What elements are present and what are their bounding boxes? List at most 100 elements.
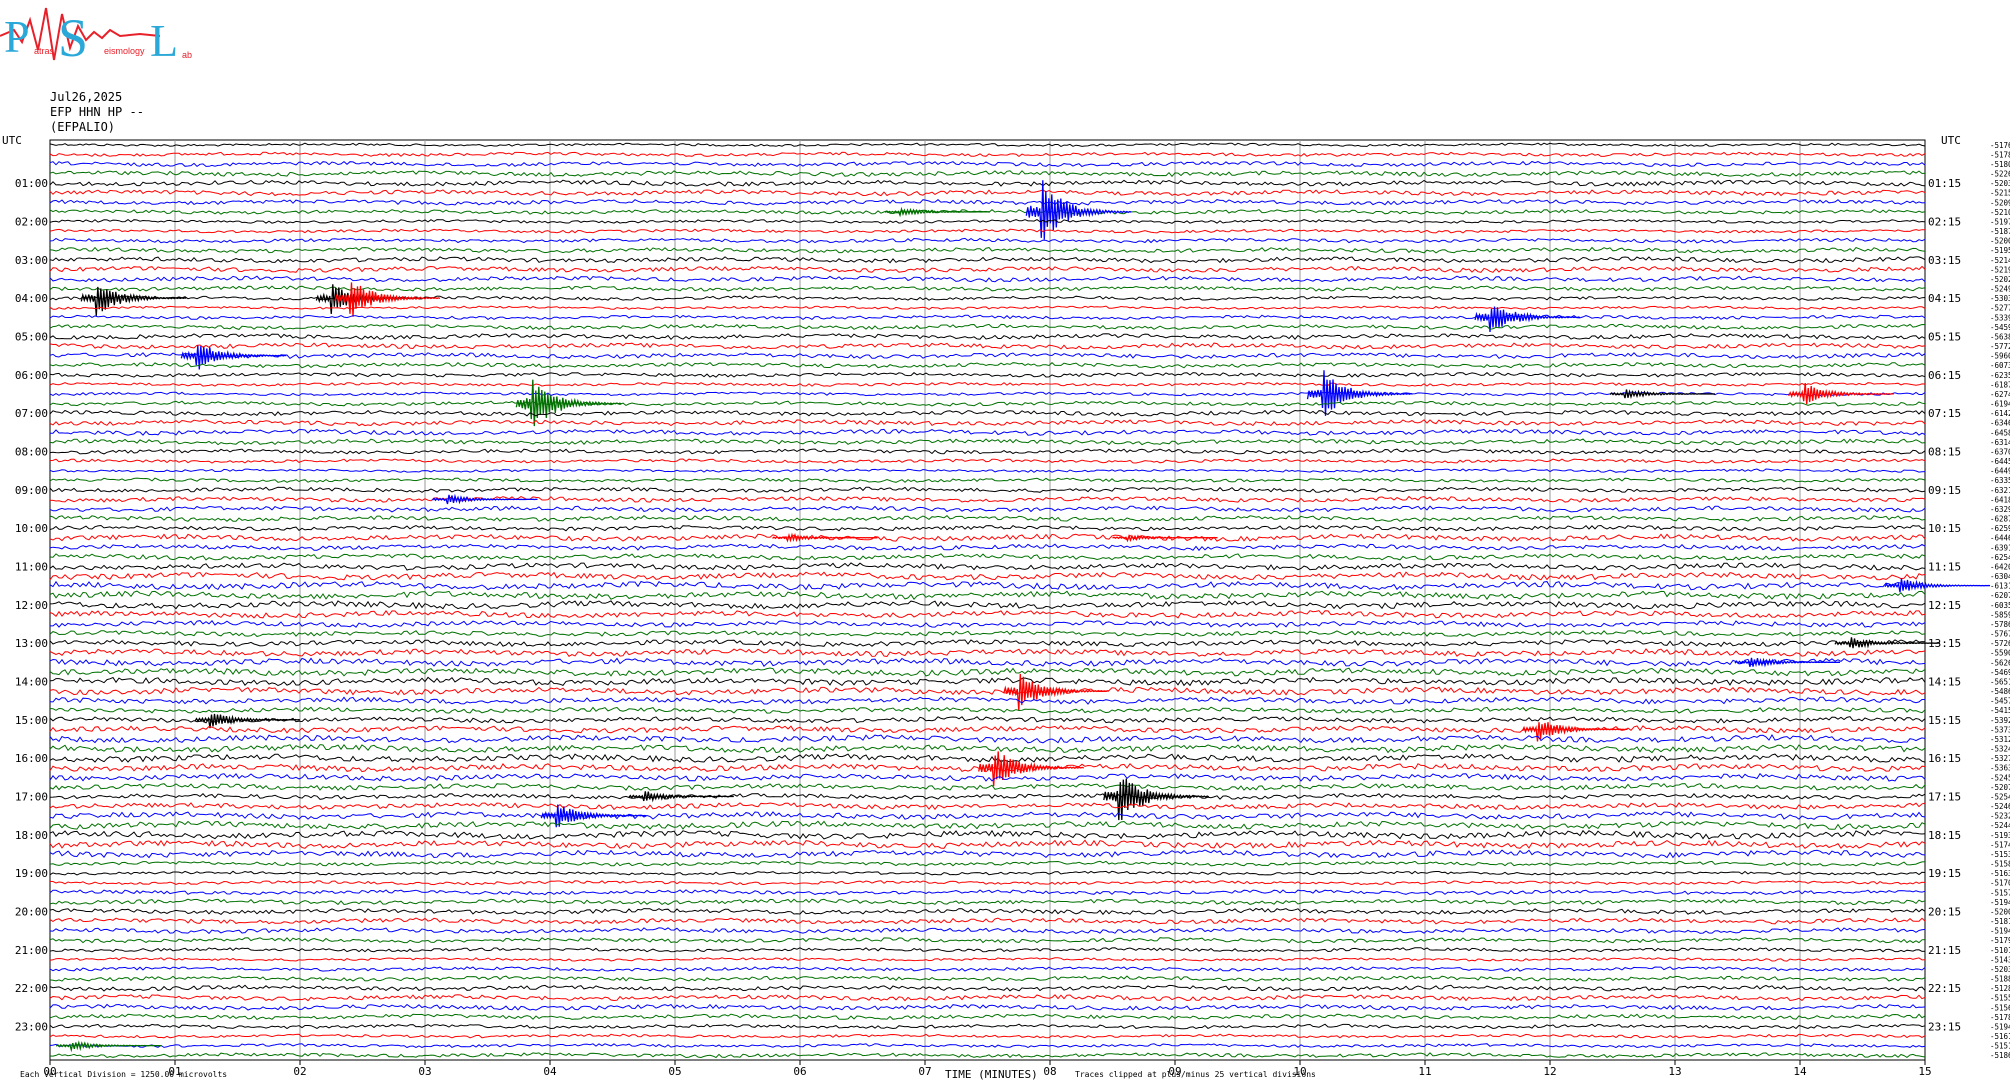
event-burst — [978, 751, 1085, 787]
trace-line — [49, 734, 1926, 744]
event-burst — [540, 804, 647, 828]
event-burst — [1734, 657, 1841, 668]
x-tick-label: 04 — [543, 1065, 557, 1078]
trace-line — [49, 265, 1926, 273]
hour-label-right: 15:15 — [1928, 714, 1961, 727]
psl-logo: P S L atras eismology ab — [0, 7, 192, 68]
trace-line — [49, 580, 1926, 591]
trace-line — [49, 458, 1926, 464]
trace-line — [49, 562, 1926, 571]
x-tick-label: 12 — [1543, 1065, 1556, 1078]
x-tick-label: 07 — [918, 1065, 931, 1078]
hour-label-right: 14:15 — [1928, 675, 1961, 688]
hour-label-right: 07:15 — [1928, 407, 1961, 420]
trace-line — [50, 620, 1926, 628]
trace-offset-label: -5786 — [1990, 620, 2010, 629]
trace-offset-label: -5214 — [1990, 256, 2010, 265]
trace-offset-label: -5151 — [1990, 1042, 2010, 1051]
trace-offset-label: -6391 — [1990, 543, 2010, 552]
trace-line — [49, 657, 1926, 667]
trace-line — [49, 228, 1926, 234]
trace-offset-label: -6446 — [1990, 534, 2010, 543]
trace-line — [49, 372, 1926, 378]
trace-offset-label: -5197 — [1990, 217, 2010, 226]
trace-line — [49, 409, 1926, 417]
trace-line — [49, 553, 1926, 561]
trace-line — [49, 630, 1926, 637]
trace-line — [49, 763, 1926, 773]
trace-line — [49, 438, 1926, 446]
trace-offset-label: -6259 — [1990, 524, 2010, 533]
trace-offset-label: -5194 — [1990, 898, 2010, 907]
hour-label-left: 03:00 — [15, 254, 48, 267]
hour-label-right: 19:15 — [1928, 867, 1961, 880]
trace-line — [49, 295, 1926, 301]
hour-label-right: 13:15 — [1928, 637, 1961, 650]
footer-scale-note: Each Vertical Division = 1250.00 microvo… — [20, 1070, 227, 1079]
trace-line — [49, 927, 1926, 935]
hour-label-left: 10:00 — [15, 522, 48, 535]
hour-label-right: 22:15 — [1928, 982, 1961, 995]
trace-offset-label: -5277 — [1990, 304, 2010, 313]
trace-offset-label: -5960 — [1990, 352, 2010, 361]
event-burst — [515, 379, 622, 427]
trace-offset-label: -6445 — [1990, 457, 2010, 466]
trace-line — [49, 880, 1926, 886]
event-burst — [1609, 389, 1716, 400]
event-burst — [1834, 637, 1941, 649]
trace-line — [49, 667, 1926, 677]
trace-offset-label: -5179 — [1990, 936, 2010, 945]
trace-offset-label: -5651 — [1990, 677, 2010, 686]
trace-offset-label: -6131 — [1990, 582, 2010, 591]
x-tick-label: 03 — [418, 1065, 431, 1078]
trace-offset-label: -5312 — [1990, 735, 2010, 744]
hour-label-right: 03:15 — [1928, 254, 1961, 267]
hour-label-right: 01:15 — [1928, 177, 1961, 190]
hour-label-left: 14:00 — [15, 675, 48, 688]
hour-label-left: 16:00 — [15, 752, 48, 765]
hour-label-left: 21:00 — [15, 944, 48, 957]
trace-offset-label: -6335 — [1990, 476, 2010, 485]
trace-line — [49, 314, 1926, 321]
trace-line — [49, 1013, 1926, 1021]
trace-offset-label: -5153 — [1990, 850, 2010, 859]
trace-offset-label: -5186 — [1990, 1051, 2010, 1060]
trace-offset-label: -6418 — [1990, 495, 2010, 504]
trace-line — [49, 237, 1926, 244]
trace-line — [49, 151, 1926, 158]
trace-offset-label: -5180 — [1990, 160, 2010, 169]
trace-offset-label: -5155 — [1990, 994, 2010, 1003]
trace-offset-label: -5163 — [1990, 869, 2010, 878]
trace-line — [49, 686, 1926, 696]
trace-line — [49, 994, 1926, 1002]
trace-line — [49, 639, 1926, 648]
trace-offset-label: -6187 — [1990, 380, 2010, 389]
trace-offset-label: -5226 — [1990, 170, 2010, 179]
x-tick-label: 00 — [43, 1065, 56, 1078]
trace-offset-label: -6035 — [1990, 601, 2010, 610]
trace-offset-label: -5392 — [1990, 716, 2010, 725]
trace-line — [49, 275, 1926, 283]
hour-label-left: 09:00 — [15, 484, 48, 497]
trace-line — [49, 468, 1926, 473]
trace-offset-label: -6329 — [1990, 505, 2010, 514]
trace-offset-label: -5210 — [1990, 208, 2010, 217]
trace-offset-label: -6420 — [1990, 562, 2010, 571]
trace-line — [49, 716, 1926, 724]
trace-offset-label: -5457 — [1990, 697, 2010, 706]
logo-small-1: atras — [34, 46, 55, 56]
trace-line — [49, 839, 1926, 850]
header-info: Jul26,2025 EFP HHN HP -- (EFPALIO) — [50, 90, 144, 135]
trace-offset-label: -5187 — [1990, 227, 2010, 236]
footer-clip-note: Traces clipped at plus/minus 25 vertical… — [1075, 1070, 1316, 1079]
trace-line — [49, 937, 1926, 944]
trace-offset-label: -6142 — [1990, 409, 2010, 418]
trace-offset-label: -6254 — [1990, 553, 2010, 562]
trace-line — [49, 829, 1926, 840]
trace-offset-label: -5767 — [1990, 630, 2010, 639]
trace-offset-label: -5156 — [1990, 1003, 2010, 1012]
hour-label-left: 05:00 — [15, 330, 48, 343]
trace-offset-label: -5158 — [1990, 860, 2010, 869]
trace-offset-label: -5626 — [1990, 658, 2010, 667]
trace-line — [49, 966, 1926, 972]
